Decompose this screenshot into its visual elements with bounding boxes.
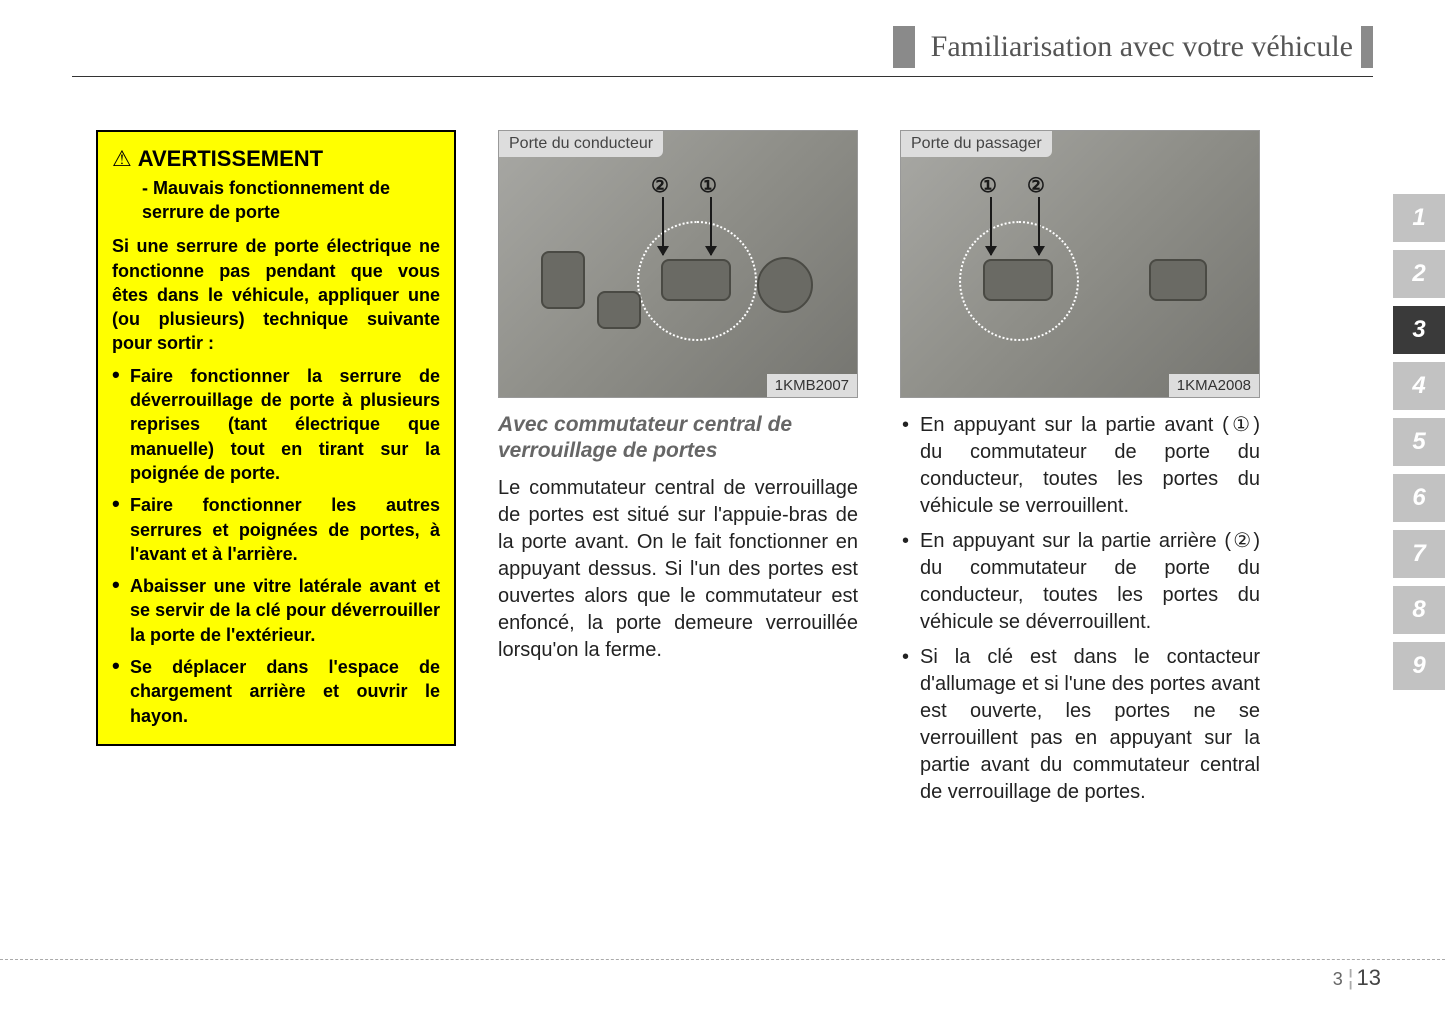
page-number: 3¦13	[1333, 965, 1381, 991]
warning-title: AVERTISSEMENT	[138, 144, 323, 174]
page: Familiarisation avec votre véhicule ⚠ AV…	[0, 0, 1445, 1019]
warning-item: Faire fonctionner les autres serrures et…	[112, 493, 440, 566]
tab-1[interactable]: 1	[1393, 194, 1445, 242]
page-footer: 3¦13	[0, 959, 1445, 999]
warning-item: Abaisser une vitre latérale avant et se …	[112, 574, 440, 647]
photo-passenger-door: Porte du passager ① ② 1KMA2008	[900, 130, 1260, 398]
column-3: Porte du passager ① ② 1KMA2008 En appuya…	[900, 130, 1260, 814]
tab-9[interactable]: 9	[1393, 642, 1445, 690]
photo-switch	[983, 259, 1053, 301]
photo-switch	[661, 259, 731, 301]
photo-callout: ②	[651, 173, 669, 198]
tab-2[interactable]: 2	[1393, 250, 1445, 298]
photo-switch	[757, 257, 813, 313]
bullet-item: En appuyant sur la partie arrière (②) du…	[900, 528, 1260, 636]
warning-subtitle: - Mauvais fonctionnement de serrure de p…	[142, 176, 440, 225]
photo-callout: ①	[979, 173, 997, 198]
photo-arrow	[710, 197, 712, 255]
tab-7[interactable]: 7	[1393, 530, 1445, 578]
bullet-item: En appuyant sur la partie avant (①) du c…	[900, 412, 1260, 520]
body-text: Le commutateur central de verrouillage d…	[498, 475, 858, 664]
tab-5[interactable]: 5	[1393, 418, 1445, 466]
photo-switch	[597, 291, 641, 329]
warning-icon: ⚠	[112, 144, 132, 174]
warning-item: Faire fonctionner la serrure de déverrou…	[112, 364, 440, 485]
warning-list: Faire fonctionner la serrure de déverrou…	[112, 364, 440, 728]
photo-code: 1KMA2008	[1169, 374, 1259, 397]
chapter-number: 3	[1333, 969, 1343, 989]
photo-label: Porte du conducteur	[499, 131, 663, 157]
subheading: Avec commutateur central de verrouillage…	[498, 412, 858, 465]
warning-box: ⚠ AVERTISSEMENT - Mauvais fonctionnement…	[96, 130, 456, 746]
warning-item: Se déplacer dans l'espace de chargement …	[112, 655, 440, 728]
photo-code: 1KMB2007	[767, 374, 857, 397]
photo-callout: ②	[1027, 173, 1045, 198]
photo-switch	[1149, 259, 1207, 301]
tab-3[interactable]: 3	[1393, 306, 1445, 354]
photo-callout: ①	[699, 173, 717, 198]
column-1: ⚠ AVERTISSEMENT - Mauvais fonctionnement…	[96, 130, 456, 814]
page-title: Familiarisation avec votre véhicule	[915, 26, 1361, 68]
tab-8[interactable]: 8	[1393, 586, 1445, 634]
page-number-value: 13	[1357, 965, 1381, 990]
photo-switch	[541, 251, 585, 309]
page-header: Familiarisation avec votre véhicule	[72, 26, 1373, 76]
photo-arrow	[990, 197, 992, 255]
bullet-item: Si la clé est dans le contacteur d'allum…	[900, 644, 1260, 806]
content-columns: ⚠ AVERTISSEMENT - Mauvais fonctionnement…	[96, 130, 1325, 814]
column-2: Porte du conducteur ② ① 1KMB2007 Avec co…	[498, 130, 858, 814]
photo-driver-door: Porte du conducteur ② ① 1KMB2007	[498, 130, 858, 398]
photo-arrow	[1038, 197, 1040, 255]
warning-intro: Si une serrure de porte électrique ne fo…	[112, 234, 440, 355]
photo-label: Porte du passager	[901, 131, 1052, 157]
warning-header: ⚠ AVERTISSEMENT	[112, 144, 440, 174]
tab-6[interactable]: 6	[1393, 474, 1445, 522]
photo-arrow	[662, 197, 664, 255]
bullet-list: En appuyant sur la partie avant (①) du c…	[900, 412, 1260, 806]
header-rule	[72, 76, 1373, 77]
tab-4[interactable]: 4	[1393, 362, 1445, 410]
chapter-tabs: 1 2 3 4 5 6 7 8 9	[1393, 194, 1445, 690]
